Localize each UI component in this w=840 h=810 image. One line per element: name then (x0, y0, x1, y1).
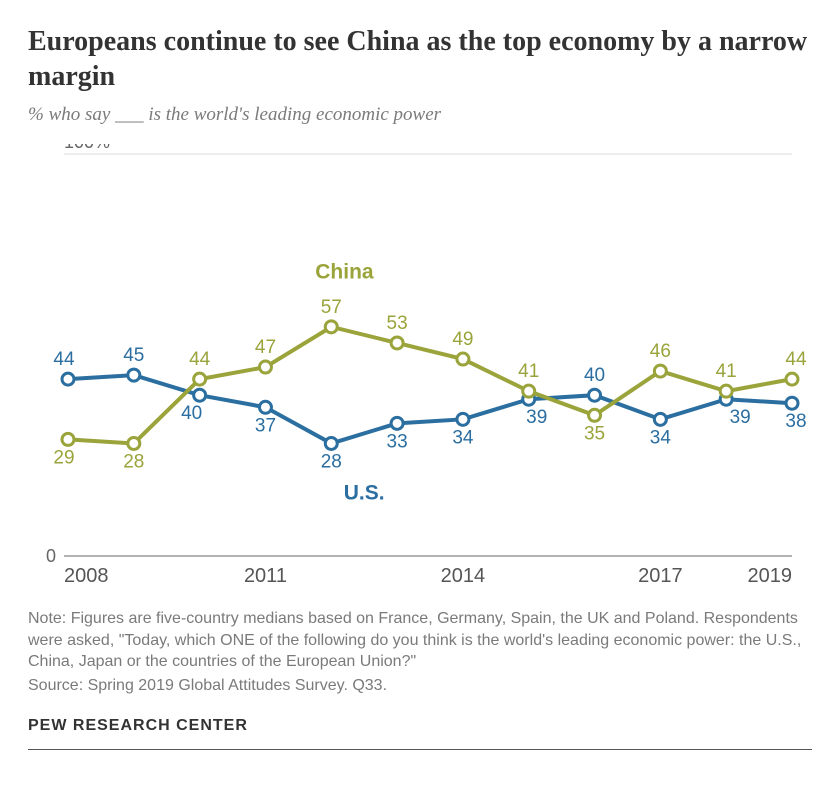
x-axis-year-label: 2014 (441, 565, 486, 587)
us-point-label: 45 (123, 345, 144, 366)
us-point-label: 40 (584, 365, 605, 386)
us-point-label: 34 (650, 427, 672, 448)
us-point-label: 38 (785, 411, 806, 432)
us-point-label: 40 (181, 403, 202, 424)
x-axis-year-label: 2019 (748, 565, 793, 587)
china-point-label: 44 (785, 349, 807, 370)
line-chart-svg: 100% 0 2008 2011 2014 2017 2019 44 45 40 37 28 33 34 3… (28, 144, 812, 592)
china-data-point (325, 321, 337, 333)
us-series-name: U.S. (344, 482, 385, 505)
china-series-name: China (315, 261, 374, 284)
us-point-label: 37 (255, 415, 276, 436)
brand-footer: PEW RESEARCH CENTER (28, 717, 812, 735)
us-point-label: 28 (321, 451, 342, 472)
china-data-point (589, 409, 601, 421)
us-data-point (786, 397, 798, 409)
x-axis-year-label: 2008 (64, 565, 109, 587)
china-point-label: 35 (584, 423, 605, 444)
china-data-point (62, 433, 74, 445)
china-point-label: 28 (123, 451, 144, 472)
china-data-point (786, 373, 798, 385)
china-data-point (391, 337, 403, 349)
china-point-label: 41 (716, 361, 737, 382)
chart-subtitle: % who say ___ is the world's leading eco… (28, 104, 812, 126)
china-data-point (128, 437, 140, 449)
china-point-label: 47 (255, 337, 276, 358)
china-point-label: 57 (321, 297, 342, 318)
us-data-point (391, 417, 403, 429)
china-data-point (194, 373, 206, 385)
china-point-label: 53 (387, 313, 408, 334)
china-data-point (259, 361, 271, 373)
china-data-point (654, 365, 666, 377)
chart-title: Europeans continue to see China as the t… (28, 24, 812, 94)
china-series-line (68, 327, 792, 444)
x-axis-year-label: 2011 (244, 565, 287, 587)
us-data-point (654, 413, 666, 425)
us-point-label: 39 (526, 407, 547, 428)
us-point-label: 34 (452, 427, 474, 448)
chart-area: 100% 0 2008 2011 2014 2017 2019 44 45 40 37 28 33 34 3… (28, 144, 812, 592)
china-point-label: 49 (452, 329, 473, 350)
china-point-label: 46 (650, 341, 671, 362)
us-point-label: 44 (53, 349, 75, 370)
footer-rule (28, 749, 812, 750)
y-axis-max-label: 100% (64, 144, 110, 152)
us-data-point (62, 373, 74, 385)
china-data-point (523, 385, 535, 397)
x-axis-year-label: 2017 (638, 565, 683, 587)
china-data-point (457, 353, 469, 365)
china-point-label: 41 (518, 361, 539, 382)
us-data-point (128, 369, 140, 381)
us-point-label: 33 (387, 431, 408, 452)
chart-note: Note: Figures are five-country medians b… (28, 608, 812, 673)
us-data-point (457, 413, 469, 425)
china-data-point (720, 385, 732, 397)
us-series-line (68, 375, 792, 443)
china-point-label: 29 (53, 447, 74, 468)
us-data-point (325, 437, 337, 449)
us-data-point (194, 389, 206, 401)
y-axis-min-label: 0 (46, 546, 56, 566)
us-data-point (589, 389, 601, 401)
us-data-point (259, 401, 271, 413)
china-point-label: 44 (189, 349, 211, 370)
chart-source: Source: Spring 2019 Global Attitudes Sur… (28, 677, 812, 695)
us-point-label: 39 (730, 407, 751, 428)
